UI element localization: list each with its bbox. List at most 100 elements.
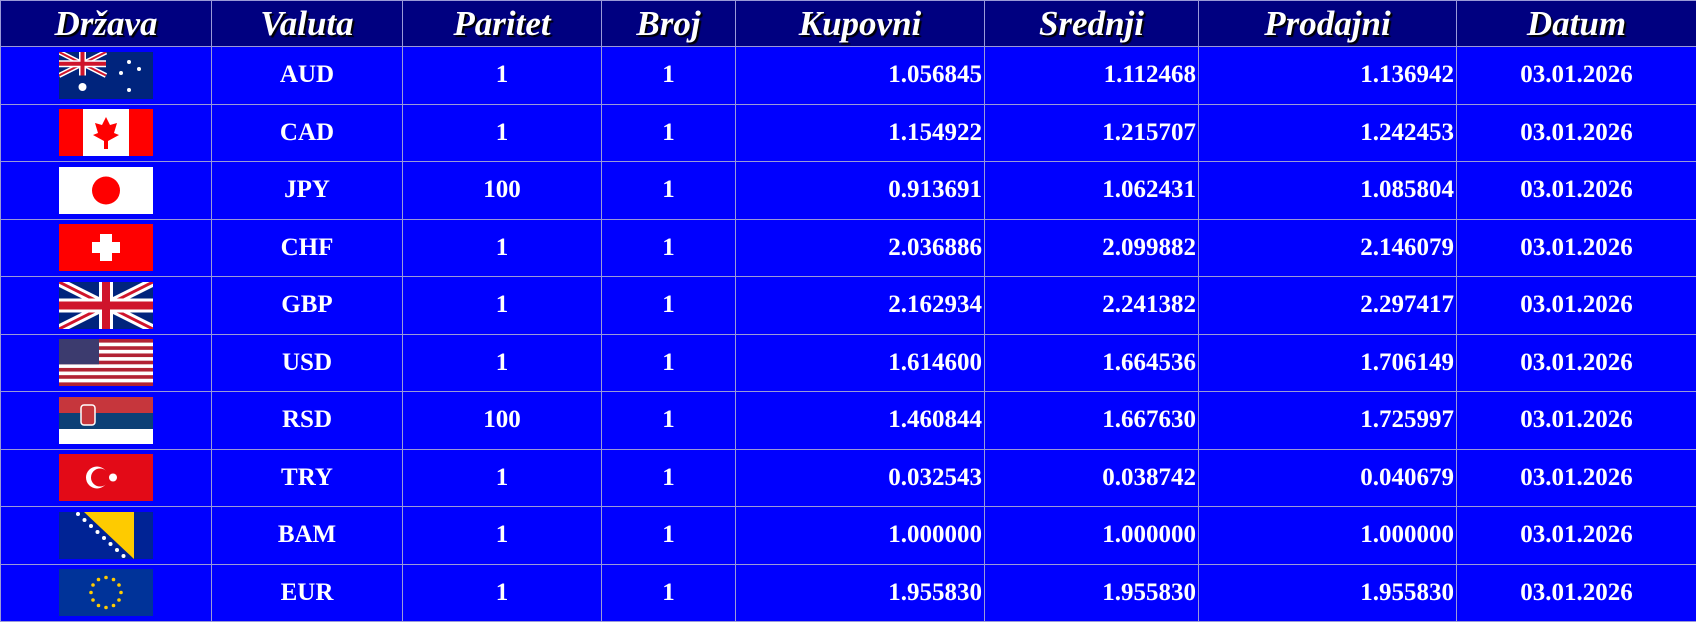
country-cell xyxy=(0,448,212,507)
country-cell xyxy=(0,333,212,392)
table-row: GBP 1 1 2.162934 2.241382 2.297417 03.01.2026 xyxy=(0,276,1696,335)
usa-flag-icon xyxy=(59,339,153,387)
count-cell: 1 xyxy=(601,506,736,565)
table-row: AUD 1 1 1.056845 1.112468 1.136942 03.01.2026 xyxy=(0,46,1696,105)
country-cell xyxy=(0,563,212,622)
sell-rate-cell: 1.706149 xyxy=(1198,333,1457,392)
table-row: USD 1 1 1.614600 1.664536 1.706149 03.01.2026 xyxy=(0,333,1696,392)
date-cell: 03.01.2026 xyxy=(1456,218,1696,277)
mid-rate-cell: 1.112468 xyxy=(984,46,1199,105)
parity-cell: 1 xyxy=(402,103,602,162)
count-cell: 1 xyxy=(601,448,736,507)
mid-rate-cell: 1.955830 xyxy=(984,563,1199,622)
table-row: CAD 1 1 1.154922 1.215707 1.242453 03.01.2026 xyxy=(0,103,1696,162)
buy-rate-cell: 1.154922 xyxy=(735,103,985,162)
sell-rate-cell: 1.725997 xyxy=(1198,391,1457,450)
date-cell: 03.01.2026 xyxy=(1456,46,1696,105)
parity-cell: 1 xyxy=(402,218,602,277)
table-row: TRY 1 1 0.032543 0.038742 0.040679 03.01.2026 xyxy=(0,448,1696,507)
country-cell xyxy=(0,391,212,450)
canada-flag-icon xyxy=(59,109,153,157)
buy-rate-cell: 0.032543 xyxy=(735,448,985,507)
parity-cell: 1 xyxy=(402,333,602,392)
parity-cell: 1 xyxy=(402,563,602,622)
count-cell: 1 xyxy=(601,563,736,622)
date-cell: 03.01.2026 xyxy=(1456,506,1696,565)
parity-cell: 100 xyxy=(402,391,602,450)
header-row: Država Valuta Paritet Broj Kupovni Srednji Pro… xyxy=(0,0,1696,47)
date-cell: 03.01.2026 xyxy=(1456,448,1696,507)
eu-flag-icon xyxy=(59,569,153,617)
sell-rate-cell: 1.000000 xyxy=(1198,506,1457,565)
buy-rate-cell: 1.614600 xyxy=(735,333,985,392)
count-cell: 1 xyxy=(601,46,736,105)
buy-rate-cell: 2.162934 xyxy=(735,276,985,335)
header-buy: Kupovni xyxy=(735,0,985,47)
count-cell: 1 xyxy=(601,333,736,392)
count-cell: 1 xyxy=(601,103,736,162)
parity-cell: 1 xyxy=(402,46,602,105)
sell-rate-cell: 1.085804 xyxy=(1198,161,1457,220)
uk-flag-icon xyxy=(59,281,153,329)
date-cell: 03.01.2026 xyxy=(1456,161,1696,220)
header-mid: Srednji xyxy=(984,0,1199,47)
buy-rate-cell: 0.913691 xyxy=(735,161,985,220)
table-row: BAM 1 1 1.000000 1.000000 1.000000 03.01.2026 xyxy=(0,506,1696,565)
table-row: CHF 1 1 2.036886 2.099882 2.146079 03.01.2026 xyxy=(0,218,1696,277)
country-cell xyxy=(0,506,212,565)
sell-rate-cell: 1.242453 xyxy=(1198,103,1457,162)
currency-cell: CHF xyxy=(211,218,403,277)
date-cell: 03.01.2026 xyxy=(1456,103,1696,162)
country-cell xyxy=(0,276,212,335)
header-date: Datum xyxy=(1456,0,1696,47)
mid-rate-cell: 1.215707 xyxy=(984,103,1199,162)
count-cell: 1 xyxy=(601,276,736,335)
currency-cell: AUD xyxy=(211,46,403,105)
country-cell xyxy=(0,161,212,220)
country-cell xyxy=(0,103,212,162)
mid-rate-cell: 1.667630 xyxy=(984,391,1199,450)
header-sell: Prodajni xyxy=(1198,0,1457,47)
buy-rate-cell: 1.000000 xyxy=(735,506,985,565)
date-cell: 03.01.2026 xyxy=(1456,333,1696,392)
buy-rate-cell: 1.955830 xyxy=(735,563,985,622)
count-cell: 1 xyxy=(601,161,736,220)
sell-rate-cell: 1.955830 xyxy=(1198,563,1457,622)
table-row: JPY 100 1 0.913691 1.062431 1.085804 03.01.202… xyxy=(0,161,1696,220)
currency-cell: JPY xyxy=(211,161,403,220)
header-parity: Paritet xyxy=(402,0,602,47)
japan-flag-icon xyxy=(59,166,153,214)
switzerland-flag-icon xyxy=(59,224,153,272)
date-cell: 03.01.2026 xyxy=(1456,276,1696,335)
mid-rate-cell: 0.038742 xyxy=(984,448,1199,507)
buy-rate-cell: 1.056845 xyxy=(735,46,985,105)
sell-rate-cell: 2.146079 xyxy=(1198,218,1457,277)
count-cell: 1 xyxy=(601,391,736,450)
country-cell xyxy=(0,46,212,105)
header-count: Broj xyxy=(601,0,736,47)
parity-cell: 1 xyxy=(402,506,602,565)
currency-cell: RSD xyxy=(211,391,403,450)
currency-cell: BAM xyxy=(211,506,403,565)
currency-cell: CAD xyxy=(211,103,403,162)
mid-rate-cell: 1.000000 xyxy=(984,506,1199,565)
country-cell xyxy=(0,218,212,277)
currency-cell: GBP xyxy=(211,276,403,335)
date-cell: 03.01.2026 xyxy=(1456,391,1696,450)
buy-rate-cell: 1.460844 xyxy=(735,391,985,450)
sell-rate-cell: 2.297417 xyxy=(1198,276,1457,335)
currency-cell: USD xyxy=(211,333,403,392)
date-cell: 03.01.2026 xyxy=(1456,563,1696,622)
count-cell: 1 xyxy=(601,218,736,277)
currency-cell: TRY xyxy=(211,448,403,507)
mid-rate-cell: 1.062431 xyxy=(984,161,1199,220)
australia-flag-icon xyxy=(59,51,153,99)
sell-rate-cell: 1.136942 xyxy=(1198,46,1457,105)
currency-cell: EUR xyxy=(211,563,403,622)
header-currency: Valuta xyxy=(211,0,403,47)
table-row: EUR 1 1 1.955830 1.955830 1.955830 03.01.2026 xyxy=(0,563,1696,622)
mid-rate-cell: 2.099882 xyxy=(984,218,1199,277)
header-country: Država xyxy=(0,0,212,47)
parity-cell: 1 xyxy=(402,276,602,335)
